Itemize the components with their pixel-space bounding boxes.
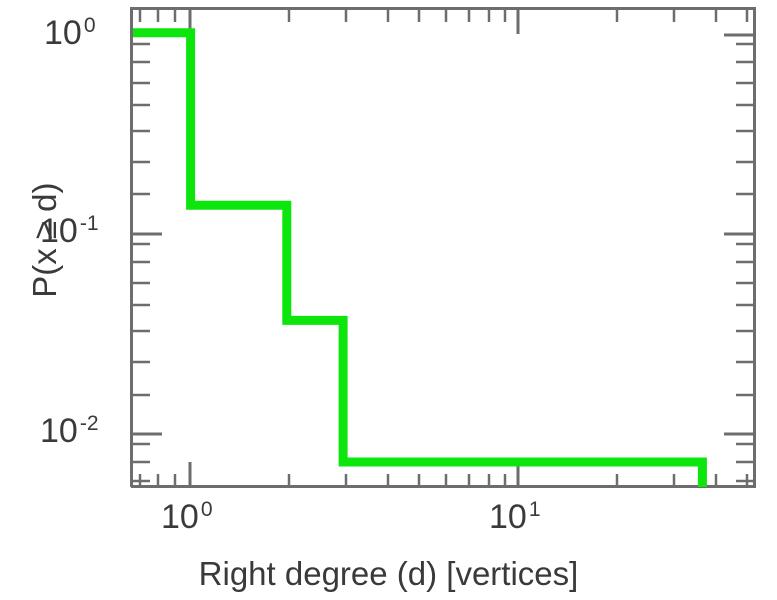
y-tick-label-1e-2: 10-2 bbox=[40, 411, 99, 450]
y-axis-ticks-left bbox=[132, 33, 162, 483]
x-axis-ticks-top bbox=[138, 9, 749, 34]
x-tick-label-1e1: 101 bbox=[489, 497, 541, 536]
x-axis-title: Right degree (d) [vertices] bbox=[198, 555, 579, 592]
y-tick-label-1e0: 100 bbox=[44, 13, 96, 52]
x-tick-label-1e0: 100 bbox=[161, 497, 213, 536]
y-axis-ticks-right bbox=[724, 33, 754, 483]
y-axis-title: P(x ≥ d) bbox=[25, 182, 63, 298]
axis-spines bbox=[130, 7, 756, 488]
ccdf-step-line bbox=[133, 28, 707, 487]
x-axis-ticks-bottom bbox=[138, 462, 749, 487]
y-tick-label-1e-1: 10-1 bbox=[40, 211, 99, 250]
